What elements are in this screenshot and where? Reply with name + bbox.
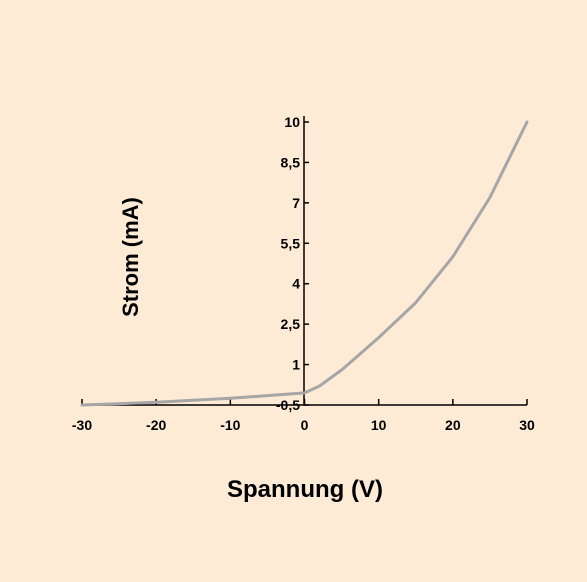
y-tick-label: 5,5 [281, 235, 301, 251]
series-line [80, 120, 529, 407]
y-tick-label: 8,5 [281, 154, 301, 170]
x-tick-label: 20 [445, 417, 461, 433]
x-axis-title: Spannung (V) [227, 476, 383, 503]
x-tick-label: -20 [146, 417, 166, 433]
x-tick-label: 10 [371, 417, 387, 433]
y-axis-title: Strom (mA) [118, 197, 143, 317]
x-tick-label: 0 [301, 417, 309, 433]
y-tick-label: 7 [292, 195, 300, 211]
y-tick-label: 10 [284, 114, 300, 130]
y-ticks: -0,5 1 2,5 4 5,5 7 8,5 10 [276, 114, 309, 413]
y-tick-label: 2,5 [281, 316, 301, 332]
series-group [80, 120, 529, 407]
x-tick-label: 30 [519, 417, 535, 433]
y-tick-label: -0,5 [276, 397, 300, 413]
y-tick-label: 4 [292, 276, 300, 292]
x-tick-label: -30 [72, 417, 92, 433]
x-tick-label: -10 [220, 417, 240, 433]
x-ticks: -30 -20 -10 0 10 20 30 [72, 399, 535, 433]
y-tick-label: 1 [292, 357, 300, 373]
